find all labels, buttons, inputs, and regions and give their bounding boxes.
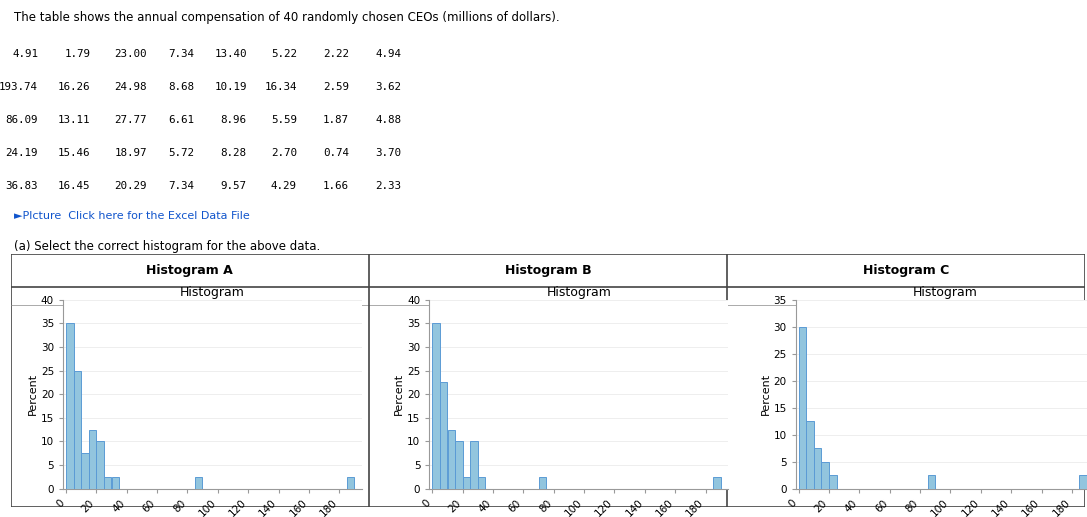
Text: 2.59: 2.59: [323, 82, 349, 93]
Text: 36.83: 36.83: [5, 181, 38, 191]
Y-axis label: Percent: Percent: [761, 373, 771, 415]
Text: 3.70: 3.70: [375, 148, 401, 158]
Title: Histogram: Histogram: [547, 286, 611, 299]
Bar: [471, 442, 478, 489]
Text: 2.22: 2.22: [323, 50, 349, 59]
Text: 2.33: 2.33: [375, 181, 401, 191]
Bar: [463, 477, 471, 489]
Bar: [1079, 475, 1087, 489]
Text: 5.59: 5.59: [271, 115, 297, 126]
Text: 3.62: 3.62: [375, 82, 401, 93]
Text: ►Plcture  Click here for the Excel Data File: ►Plcture Click here for the Excel Data F…: [14, 211, 250, 221]
Text: 193.74: 193.74: [0, 82, 38, 93]
Bar: [455, 442, 463, 489]
Bar: [97, 442, 104, 489]
Text: 16.34: 16.34: [264, 82, 297, 93]
Text: Histogram A: Histogram A: [147, 264, 234, 277]
Text: 4.29: 4.29: [271, 181, 297, 191]
Bar: [440, 383, 448, 489]
Bar: [807, 421, 814, 489]
Text: 2.70: 2.70: [271, 148, 297, 158]
Bar: [829, 475, 837, 489]
Text: 4.88: 4.88: [375, 115, 401, 126]
Bar: [448, 430, 455, 489]
Bar: [104, 477, 112, 489]
Bar: [112, 477, 120, 489]
Text: 8.28: 8.28: [221, 148, 247, 158]
Text: 5.72: 5.72: [168, 148, 195, 158]
Text: 86.09: 86.09: [5, 115, 38, 126]
Text: 27.77: 27.77: [114, 115, 147, 126]
Text: 6.61: 6.61: [168, 115, 195, 126]
Bar: [89, 430, 97, 489]
Y-axis label: Percent: Percent: [28, 373, 38, 415]
Bar: [814, 448, 822, 489]
Text: 7.34: 7.34: [168, 181, 195, 191]
Title: Histogram: Histogram: [180, 286, 245, 299]
Bar: [713, 477, 721, 489]
Text: (a) Select the correct histogram for the above data.: (a) Select the correct histogram for the…: [14, 240, 321, 253]
Bar: [478, 477, 486, 489]
Text: 18.97: 18.97: [114, 148, 147, 158]
Text: Histogram C: Histogram C: [863, 264, 949, 277]
Text: 10.19: 10.19: [214, 82, 247, 93]
Text: 9.57: 9.57: [221, 181, 247, 191]
Text: 1.79: 1.79: [64, 50, 90, 59]
Text: 8.96: 8.96: [221, 115, 247, 126]
Bar: [82, 453, 89, 489]
Text: 8.68: 8.68: [168, 82, 195, 93]
Bar: [347, 477, 354, 489]
Bar: [74, 371, 82, 489]
Text: 5.22: 5.22: [271, 50, 297, 59]
Text: 24.98: 24.98: [114, 82, 147, 93]
Bar: [433, 324, 440, 489]
Text: 16.26: 16.26: [58, 82, 90, 93]
Text: The table shows the annual compensation of 40 randomly chosen CEOs (millions of : The table shows the annual compensation …: [14, 11, 560, 24]
Text: 23.00: 23.00: [114, 50, 147, 59]
Bar: [539, 477, 546, 489]
Text: 13.11: 13.11: [58, 115, 90, 126]
Bar: [822, 462, 829, 489]
Text: 20.29: 20.29: [114, 181, 147, 191]
Text: Histogram B: Histogram B: [504, 264, 591, 277]
Text: 1.87: 1.87: [323, 115, 349, 126]
Bar: [927, 475, 935, 489]
Text: 15.46: 15.46: [58, 148, 90, 158]
Text: 16.45: 16.45: [58, 181, 90, 191]
Text: 7.34: 7.34: [168, 50, 195, 59]
Text: 1.66: 1.66: [323, 181, 349, 191]
Text: 24.19: 24.19: [5, 148, 38, 158]
Text: 0.74: 0.74: [323, 148, 349, 158]
Text: 4.91: 4.91: [12, 50, 38, 59]
Text: 4.94: 4.94: [375, 50, 401, 59]
Y-axis label: Percent: Percent: [395, 373, 404, 415]
Bar: [799, 327, 807, 489]
Bar: [66, 324, 74, 489]
Title: Histogram: Histogram: [913, 286, 977, 299]
Bar: [195, 477, 202, 489]
Text: 13.40: 13.40: [214, 50, 247, 59]
